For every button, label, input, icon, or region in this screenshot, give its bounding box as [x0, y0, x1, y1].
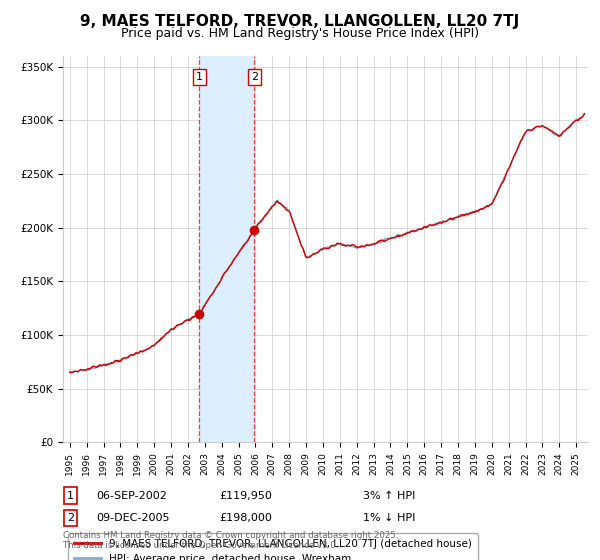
Text: £198,000: £198,000: [219, 513, 272, 523]
Text: Price paid vs. HM Land Registry's House Price Index (HPI): Price paid vs. HM Land Registry's House …: [121, 27, 479, 40]
Text: 1% ↓ HPI: 1% ↓ HPI: [363, 513, 415, 523]
Text: Contains HM Land Registry data © Crown copyright and database right 2025.
This d: Contains HM Land Registry data © Crown c…: [63, 530, 398, 550]
Text: 3% ↑ HPI: 3% ↑ HPI: [363, 491, 415, 501]
Text: 1: 1: [196, 72, 203, 82]
Text: 9, MAES TELFORD, TREVOR, LLANGOLLEN, LL20 7TJ: 9, MAES TELFORD, TREVOR, LLANGOLLEN, LL2…: [80, 14, 520, 29]
Text: 1: 1: [67, 491, 74, 501]
Text: 09-DEC-2005: 09-DEC-2005: [96, 513, 170, 523]
Text: 2: 2: [67, 513, 74, 523]
Text: £119,950: £119,950: [219, 491, 272, 501]
Text: 06-SEP-2002: 06-SEP-2002: [96, 491, 167, 501]
Bar: [199, 56, 254, 442]
Text: 2: 2: [251, 72, 258, 82]
Legend: 9, MAES TELFORD, TREVOR, LLANGOLLEN, LL20 7TJ (detached house), HPI: Average pri: 9, MAES TELFORD, TREVOR, LLANGOLLEN, LL2…: [68, 533, 478, 560]
